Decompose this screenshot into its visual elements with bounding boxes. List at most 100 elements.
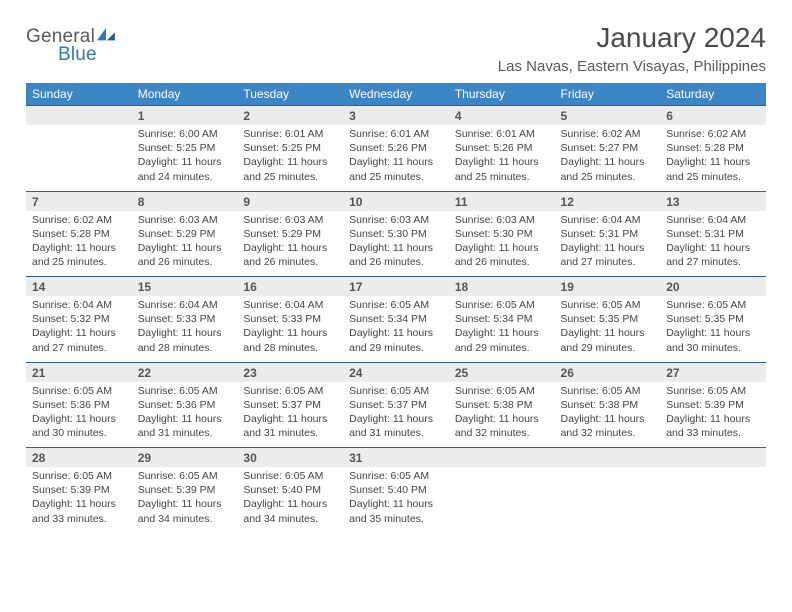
dow-tue: Tuesday bbox=[237, 83, 343, 106]
sunset-text: Sunset: 5:28 PM bbox=[666, 141, 760, 155]
day-info: Sunrise: 6:02 AMSunset: 5:28 PMDaylight:… bbox=[660, 125, 766, 191]
sunset-text: Sunset: 5:33 PM bbox=[138, 312, 232, 326]
day-info: Sunrise: 6:05 AMSunset: 5:37 PMDaylight:… bbox=[237, 382, 343, 448]
day-number: 30 bbox=[237, 448, 343, 468]
daylight-text: Daylight: 11 hours and 32 minutes. bbox=[561, 412, 655, 440]
daylight-text: Daylight: 11 hours and 35 minutes. bbox=[349, 497, 443, 525]
sunrise-text: Sunrise: 6:05 AM bbox=[32, 469, 126, 483]
day-info bbox=[26, 125, 132, 191]
day-info: Sunrise: 6:01 AMSunset: 5:26 PMDaylight:… bbox=[449, 125, 555, 191]
week-3-numbers: 21222324252627 bbox=[26, 362, 766, 382]
dow-thu: Thursday bbox=[449, 83, 555, 106]
day-info: Sunrise: 6:05 AMSunset: 5:39 PMDaylight:… bbox=[660, 382, 766, 448]
week-4-numbers: 28293031 bbox=[26, 448, 766, 468]
day-info bbox=[660, 467, 766, 533]
day-number: 21 bbox=[26, 362, 132, 382]
sunrise-text: Sunrise: 6:00 AM bbox=[138, 127, 232, 141]
day-number bbox=[26, 106, 132, 126]
sunrise-text: Sunrise: 6:05 AM bbox=[243, 384, 337, 398]
brand-logo: GeneralBlue bbox=[26, 22, 116, 66]
sunset-text: Sunset: 5:27 PM bbox=[561, 141, 655, 155]
title-block: January 2024 Las Navas, Eastern Visayas,… bbox=[498, 22, 766, 75]
day-number bbox=[555, 448, 661, 468]
day-info: Sunrise: 6:03 AMSunset: 5:29 PMDaylight:… bbox=[132, 211, 238, 277]
sunrise-text: Sunrise: 6:04 AM bbox=[243, 298, 337, 312]
sunset-text: Sunset: 5:26 PM bbox=[349, 141, 443, 155]
day-info: Sunrise: 6:05 AMSunset: 5:34 PMDaylight:… bbox=[449, 296, 555, 362]
sunset-text: Sunset: 5:29 PM bbox=[138, 227, 232, 241]
sunset-text: Sunset: 5:39 PM bbox=[138, 483, 232, 497]
day-info: Sunrise: 6:04 AMSunset: 5:31 PMDaylight:… bbox=[555, 211, 661, 277]
sunrise-text: Sunrise: 6:05 AM bbox=[349, 469, 443, 483]
day-info: Sunrise: 6:05 AMSunset: 5:39 PMDaylight:… bbox=[132, 467, 238, 533]
sunrise-text: Sunrise: 6:05 AM bbox=[243, 469, 337, 483]
sunset-text: Sunset: 5:36 PM bbox=[138, 398, 232, 412]
sunrise-text: Sunrise: 6:05 AM bbox=[455, 384, 549, 398]
sunset-text: Sunset: 5:26 PM bbox=[455, 141, 549, 155]
daylight-text: Daylight: 11 hours and 28 minutes. bbox=[243, 326, 337, 354]
header: GeneralBlue January 2024 Las Navas, East… bbox=[26, 22, 766, 75]
day-info: Sunrise: 6:01 AMSunset: 5:26 PMDaylight:… bbox=[343, 125, 449, 191]
sunrise-text: Sunrise: 6:01 AM bbox=[243, 127, 337, 141]
dow-fri: Friday bbox=[555, 83, 661, 106]
sunrise-text: Sunrise: 6:05 AM bbox=[138, 469, 232, 483]
sunset-text: Sunset: 5:33 PM bbox=[243, 312, 337, 326]
sunset-text: Sunset: 5:37 PM bbox=[349, 398, 443, 412]
day-number: 17 bbox=[343, 277, 449, 297]
week-0-numbers: 123456 bbox=[26, 106, 766, 126]
day-number: 1 bbox=[132, 106, 238, 126]
day-number: 13 bbox=[660, 191, 766, 211]
month-title: January 2024 bbox=[498, 22, 766, 54]
day-number: 6 bbox=[660, 106, 766, 126]
sunset-text: Sunset: 5:25 PM bbox=[138, 141, 232, 155]
sunset-text: Sunset: 5:25 PM bbox=[243, 141, 337, 155]
sunset-text: Sunset: 5:38 PM bbox=[561, 398, 655, 412]
day-info bbox=[449, 467, 555, 533]
day-info: Sunrise: 6:05 AMSunset: 5:36 PMDaylight:… bbox=[132, 382, 238, 448]
sunrise-text: Sunrise: 6:04 AM bbox=[32, 298, 126, 312]
day-info: Sunrise: 6:01 AMSunset: 5:25 PMDaylight:… bbox=[237, 125, 343, 191]
sunset-text: Sunset: 5:28 PM bbox=[32, 227, 126, 241]
daylight-text: Daylight: 11 hours and 25 minutes. bbox=[349, 155, 443, 183]
week-2-numbers: 14151617181920 bbox=[26, 277, 766, 297]
day-info bbox=[555, 467, 661, 533]
sunset-text: Sunset: 5:35 PM bbox=[666, 312, 760, 326]
day-number: 29 bbox=[132, 448, 238, 468]
day-number: 4 bbox=[449, 106, 555, 126]
week-1-numbers: 78910111213 bbox=[26, 191, 766, 211]
daylight-text: Daylight: 11 hours and 25 minutes. bbox=[561, 155, 655, 183]
day-number: 7 bbox=[26, 191, 132, 211]
sunrise-text: Sunrise: 6:02 AM bbox=[32, 213, 126, 227]
day-number: 16 bbox=[237, 277, 343, 297]
sunset-text: Sunset: 5:40 PM bbox=[243, 483, 337, 497]
day-info: Sunrise: 6:02 AMSunset: 5:27 PMDaylight:… bbox=[555, 125, 661, 191]
sunrise-text: Sunrise: 6:05 AM bbox=[32, 384, 126, 398]
sunrise-text: Sunrise: 6:03 AM bbox=[138, 213, 232, 227]
day-number: 2 bbox=[237, 106, 343, 126]
day-info: Sunrise: 6:00 AMSunset: 5:25 PMDaylight:… bbox=[132, 125, 238, 191]
daylight-text: Daylight: 11 hours and 27 minutes. bbox=[561, 241, 655, 269]
calendar-page: GeneralBlue January 2024 Las Navas, East… bbox=[0, 0, 792, 533]
daylight-text: Daylight: 11 hours and 24 minutes. bbox=[138, 155, 232, 183]
day-info: Sunrise: 6:05 AMSunset: 5:37 PMDaylight:… bbox=[343, 382, 449, 448]
sunrise-text: Sunrise: 6:03 AM bbox=[243, 213, 337, 227]
day-number: 18 bbox=[449, 277, 555, 297]
sunset-text: Sunset: 5:32 PM bbox=[32, 312, 126, 326]
daylight-text: Daylight: 11 hours and 26 minutes. bbox=[455, 241, 549, 269]
week-1-info: Sunrise: 6:02 AMSunset: 5:28 PM Daylight:… bbox=[26, 211, 766, 277]
day-number: 20 bbox=[660, 277, 766, 297]
daylight-text: Daylight: 11 hours and 32 minutes. bbox=[455, 412, 549, 440]
sunset-text: Sunset: 5:35 PM bbox=[561, 312, 655, 326]
sunset-text: Sunset: 5:31 PM bbox=[666, 227, 760, 241]
sunrise-text: Sunrise: 6:04 AM bbox=[138, 298, 232, 312]
sunset-text: Sunset: 5:40 PM bbox=[349, 483, 443, 497]
day-number: 11 bbox=[449, 191, 555, 211]
sunrise-text: Sunrise: 6:05 AM bbox=[561, 298, 655, 312]
day-info: Sunrise: 6:03 AMSunset: 5:30 PMDaylight:… bbox=[343, 211, 449, 277]
sunset-text: Sunset: 5:31 PM bbox=[561, 227, 655, 241]
daylight-text: Daylight: 11 hours and 25 minutes. bbox=[243, 155, 337, 183]
day-info: Sunrise: 6:02 AMSunset: 5:28 PMDaylight:… bbox=[26, 211, 132, 277]
sunrise-text: Sunrise: 6:05 AM bbox=[349, 298, 443, 312]
day-number bbox=[660, 448, 766, 468]
sunset-text: Sunset: 5:36 PM bbox=[32, 398, 126, 412]
